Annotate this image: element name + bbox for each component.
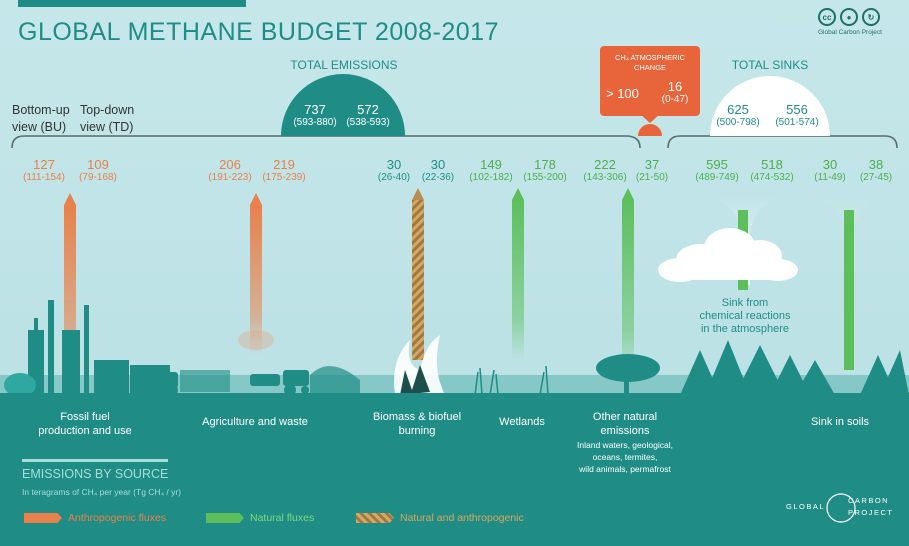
cloud	[658, 228, 798, 282]
top-accent-bar	[18, 0, 246, 7]
legend-subtitle: In teragrams of CH₄ per year (Tg CH₄ / y…	[22, 487, 182, 497]
atmospheric-change-bu: > 100	[606, 86, 639, 101]
gcp-logo: GLOBAL CARBON PROJECT	[786, 488, 896, 530]
cc-icon: cc	[818, 8, 836, 26]
page-title: GLOBAL METHANE BUDGET 2008-2017	[18, 18, 499, 46]
top-down-label: Top-down view (TD)	[80, 103, 135, 134]
total-sinks-td: 556 (501-574)	[775, 102, 819, 128]
atmosphere-sink-td: 518 (474-532)	[750, 157, 794, 183]
agriculture-bu: 206 (191-223)	[208, 157, 252, 183]
legend-anthropogenic: Anthropogenic fluxes	[24, 512, 166, 524]
biomass-arrow	[412, 188, 424, 360]
total-sinks-bu: 625 (500-798)	[716, 102, 760, 128]
fire	[394, 335, 445, 395]
biomass-td: 30 (22-36)	[421, 157, 455, 183]
share-alike-icon: ↻	[862, 8, 880, 26]
legend-rule	[22, 459, 168, 462]
wetlands-td: 178 (155-200)	[523, 157, 567, 183]
total-emissions-td: 572 (538-593)	[346, 102, 390, 128]
legend-mixed: Natural and anthropogenic	[356, 512, 524, 524]
atmospheric-change-callout: CH₄ ATMOSPHERIC CHANGE > 100 16 (0-47)	[600, 46, 700, 116]
atmosphere-sink-label: Sink from chemical reactions in the atmosp…	[699, 297, 791, 335]
forest	[680, 340, 909, 395]
biomass-bu: 30 (26-40)	[377, 157, 411, 183]
tree	[596, 354, 660, 395]
fossil-label: Fossil fuel production and use	[38, 411, 132, 437]
ground	[0, 393, 909, 546]
wetlands-label: Wetlands	[499, 416, 545, 428]
bottom-up-label: Bottom-up view (BU)	[12, 103, 70, 134]
atmosphere-sink-bu: 595 (489-749)	[695, 157, 739, 183]
fossil-bu: 127 (111-154)	[23, 157, 65, 183]
agriculture-arrow	[238, 193, 274, 355]
callout-pointer	[640, 114, 660, 123]
license-badge: cc ● ↻ Global Carbon Project	[818, 8, 890, 36]
total-sinks-label: TOTAL SINKS	[731, 58, 809, 72]
biomass-label: Biomass & biofuel burning	[372, 411, 462, 437]
other-natural-td: 37 (21-50)	[635, 157, 669, 183]
atmospheric-change-td: 16 (0-47)	[661, 79, 689, 105]
total-emissions-bu: 737 (593-880)	[293, 102, 337, 128]
gcp-logo-icon	[826, 493, 856, 523]
other-natural-arrow	[622, 188, 634, 375]
fossil-td: 109 (79-168)	[79, 157, 117, 183]
legend-natural: Natural fluxes	[206, 512, 314, 524]
anthropogenic-swatch	[24, 513, 62, 523]
wetlands-bu: 149 (102-182)	[469, 157, 513, 183]
legend-title: EMISSIONS BY SOURCE	[22, 467, 169, 481]
reeds	[474, 365, 549, 396]
total-emissions-label: TOTAL EMISSIONS	[290, 58, 398, 72]
attribution-icon: ●	[840, 8, 858, 26]
other-natural-label: Other natural emissions Inland waters, ge…	[577, 411, 673, 474]
soil-sink-td: 38 (27-45)	[859, 157, 893, 183]
natural-swatch	[206, 513, 244, 523]
soil-sink	[800, 195, 895, 370]
other-natural-bu: 222 (143-306)	[583, 157, 627, 183]
agriculture-label: Agriculture and waste	[202, 416, 308, 428]
license-label: Global Carbon Project	[818, 29, 882, 36]
soil-sink-label: Sink in soils	[810, 416, 870, 428]
agriculture-td: 219 (175-239)	[262, 157, 306, 183]
mixed-swatch	[356, 513, 394, 523]
soil-sink-bu: 30 (11-49)	[814, 157, 846, 183]
wetlands-arrow	[512, 188, 524, 360]
